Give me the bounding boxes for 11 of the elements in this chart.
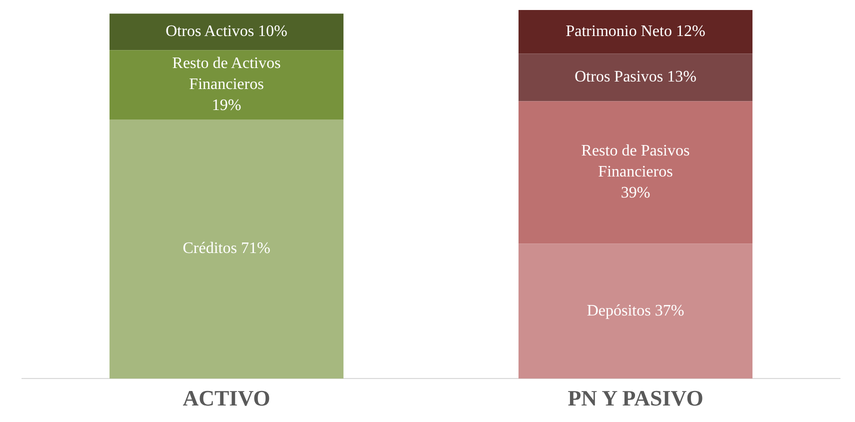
x-tick-label: PN Y PASIVO [568, 385, 704, 410]
text: Otros Activos 10% [166, 23, 288, 40]
data-label: 39% [620, 184, 650, 202]
text: Patrimonio Neto 12% [566, 23, 706, 40]
x-tick-label: ACTIVO [182, 385, 270, 410]
text: Créditos 71% [182, 240, 270, 258]
text: Otros Pasivos 13% [574, 68, 696, 86]
data-label: 19% [212, 97, 242, 114]
series-label: Resto de Activos Financieros [172, 55, 281, 94]
text: Depósitos 37% [586, 302, 684, 320]
series-label: Resto de Pasivos Financieros [581, 142, 690, 181]
